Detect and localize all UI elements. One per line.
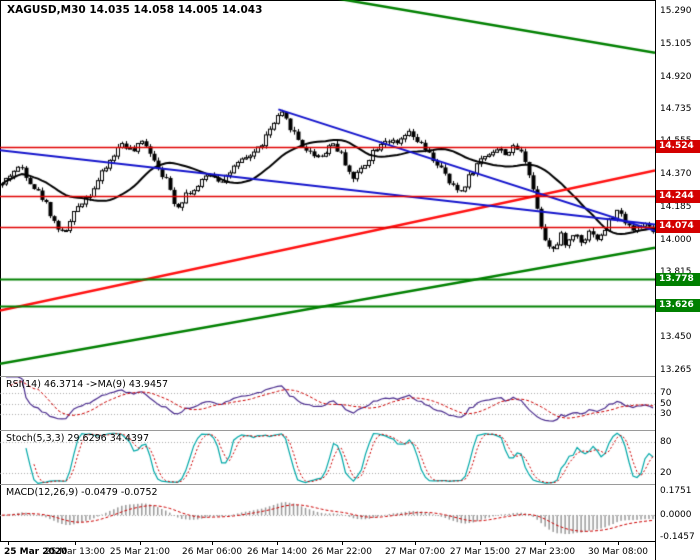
price-axis-label: 14.370	[660, 169, 692, 180]
rsi-level-label: 30	[660, 409, 672, 420]
time-axis-label: 25 Mar 2020	[4, 547, 68, 557]
price-axis-label: 13.265	[660, 364, 692, 375]
price-level-badge[interactable]: 13.778	[656, 272, 700, 286]
time-axis-label: 27 Mar 15:00	[449, 547, 511, 557]
rsi-level-label: 70	[660, 387, 672, 398]
time-axis-label: 26 Mar 22:00	[311, 547, 373, 557]
price-level-badge[interactable]: 14.524	[656, 140, 700, 154]
time-axis-tick	[545, 542, 546, 545]
time-axis-label: 30 Mar 08:00	[587, 547, 649, 557]
price-axis-label: 14.735	[660, 104, 692, 115]
main-chart-canvas[interactable]	[0, 0, 655, 376]
time-axis-tick	[480, 542, 481, 545]
time-axis-tick	[75, 542, 76, 545]
rsi-panel-canvas[interactable]	[0, 377, 655, 430]
price-level-badge[interactable]: 13.626	[656, 299, 700, 313]
time-axis-label: 25 Mar 13:00	[44, 547, 106, 557]
time-axis-label: 27 Mar 23:00	[514, 547, 576, 557]
price-axis-label: 14.185	[660, 201, 692, 212]
time-axis-tick	[212, 542, 213, 545]
price-axis-label: 15.290	[660, 5, 692, 16]
time-axis-tick	[140, 542, 141, 545]
price-axis-label: 13.450	[660, 332, 692, 343]
price-level-badge[interactable]: 14.244	[656, 189, 700, 203]
price-axis-label: 14.000	[660, 234, 692, 245]
time-axis-tick	[8, 542, 9, 545]
macd-panel-canvas[interactable]	[0, 485, 655, 541]
rsi-level-label: 50	[660, 398, 672, 409]
time-axis-tick	[415, 542, 416, 545]
time-axis[interactable]: 25 Mar 2020 25 Mar 13:00 25 Mar 21:00 26 Ma…	[0, 542, 655, 560]
macd-level-label: -0.1457	[660, 531, 695, 542]
time-axis-tick	[618, 542, 619, 545]
price-axis-label: 14.920	[660, 71, 692, 82]
panel-separator[interactable]	[0, 430, 700, 431]
stochastic-level-label: 20	[660, 468, 672, 479]
macd-level-label: 0.0000	[660, 510, 692, 521]
time-axis-tick	[342, 542, 343, 545]
panel-separator[interactable]	[0, 484, 700, 485]
chart-title: XAGUSD,M30 14.035 14.058 14.005 14.043	[7, 4, 263, 16]
price-axis-label: 13.815	[660, 267, 692, 277]
time-axis-separator	[0, 541, 700, 542]
stochastic-level-label: 80	[660, 436, 672, 447]
macd-level-label: 0.1751	[660, 486, 692, 496]
price-level-badge[interactable]: 14.074	[656, 220, 700, 234]
panel-separator[interactable]	[0, 376, 700, 377]
time-axis-tick	[277, 542, 278, 545]
stochastic-panel-canvas[interactable]	[0, 431, 655, 484]
time-axis-label: 26 Mar 06:00	[181, 547, 243, 557]
time-axis-label: 27 Mar 07:00	[384, 547, 446, 557]
stochastic-label: Stoch(5,3,3) 29.6296 34.4397	[6, 433, 150, 444]
time-axis-label: 26 Mar 14:00	[246, 547, 308, 557]
rsi-label: RSI(14) 46.3714 ->MA(9) 43.9457	[6, 379, 169, 390]
price-axis[interactable]: 15.29015.10514.92014.73514.55514.37014.1…	[655, 0, 700, 560]
macd-label: MACD(12,26,9) -0.0479 -0.0752	[6, 487, 158, 498]
time-axis-label: 25 Mar 21:00	[109, 547, 171, 557]
price-axis-label: 15.105	[660, 38, 692, 49]
